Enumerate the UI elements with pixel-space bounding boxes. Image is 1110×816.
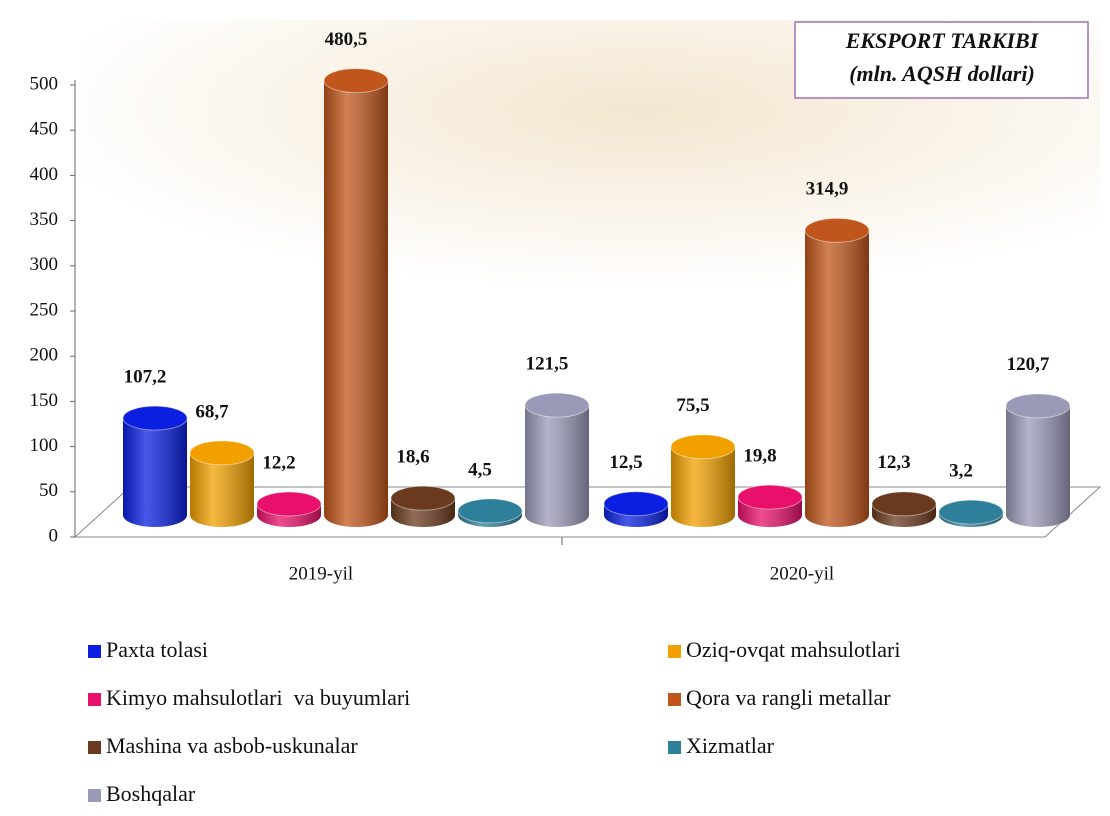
legend-swatch — [88, 693, 101, 706]
y-tick-label: 400 — [30, 164, 59, 185]
bar-shade — [324, 81, 388, 527]
chart: EKSPORT TARKIBI (mln. AQSH dollari) 0 50 1… — [0, 0, 1110, 816]
value-label: 12,3 — [877, 452, 910, 473]
bar-top — [190, 441, 254, 465]
value-label: 12,5 — [609, 452, 642, 473]
bar-top — [324, 69, 388, 93]
bar-top — [257, 492, 321, 516]
bar-top — [1006, 394, 1070, 418]
y-tick-label: 150 — [30, 390, 59, 411]
bar-top — [671, 435, 735, 459]
value-label: 18,6 — [396, 447, 429, 468]
legend-swatch — [668, 741, 681, 754]
y-tick-label: 250 — [30, 299, 59, 320]
bar-shade — [1006, 406, 1070, 527]
y-tick-label: 100 — [30, 435, 59, 456]
legend-swatch — [88, 741, 101, 754]
legend-label: Oziq-ovqat mahsulotlari — [686, 637, 900, 662]
legend-label: Mashina va asbob-uskunalar — [106, 733, 358, 758]
bar-shade — [805, 230, 869, 527]
legend-swatch — [88, 789, 101, 802]
legend-label: Boshqalar — [106, 781, 196, 806]
value-label: 120,7 — [1007, 354, 1050, 375]
legend-label: Kimyo mahsulotlari va buyumlari — [106, 685, 410, 710]
bar-top — [604, 492, 668, 516]
bar-top — [525, 393, 589, 417]
value-label: 68,7 — [195, 401, 229, 422]
bar-shade — [123, 418, 187, 527]
chart-title: EKSPORT TARKIBI — [845, 28, 1040, 53]
legend-label: Paxta tolasi — [106, 637, 208, 662]
legend-swatch — [668, 693, 681, 706]
value-label: 314,9 — [806, 179, 849, 200]
y-tick-label: 300 — [30, 254, 59, 275]
y-tick-label: 450 — [30, 119, 59, 140]
value-label: 121,5 — [526, 354, 569, 375]
y-tick-label: 0 — [49, 525, 59, 546]
chart-subtitle: (mln. AQSH dollari) — [849, 61, 1035, 86]
bar-shade — [525, 405, 589, 527]
value-label: 12,2 — [262, 452, 295, 473]
value-label: 75,5 — [676, 395, 709, 416]
y-tick-label: 50 — [39, 480, 58, 501]
y-tick-label: 200 — [30, 345, 59, 366]
x-tick-label: 2020-yil — [770, 563, 834, 584]
bar-top — [738, 485, 802, 509]
value-label: 3,2 — [949, 460, 973, 481]
y-tick-label: 350 — [30, 209, 59, 230]
value-label: 19,8 — [743, 445, 776, 466]
value-label: 4,5 — [468, 459, 492, 480]
value-label: 480,5 — [325, 29, 368, 50]
bar-top — [458, 499, 522, 523]
x-tick-label: 2019-yil — [289, 563, 353, 584]
legend-label: Xizmatlar — [686, 733, 775, 758]
legend-swatch — [88, 645, 101, 658]
legend-swatch — [668, 645, 681, 658]
value-label: 107,2 — [124, 366, 167, 387]
bar-top — [939, 500, 1003, 524]
y-tick-label: 500 — [30, 73, 59, 94]
bar-top — [123, 406, 187, 430]
bar-top — [805, 218, 869, 242]
bar-top — [391, 486, 455, 510]
bar-top — [872, 492, 936, 516]
legend-label: Qora va rangli metallar — [686, 685, 891, 710]
